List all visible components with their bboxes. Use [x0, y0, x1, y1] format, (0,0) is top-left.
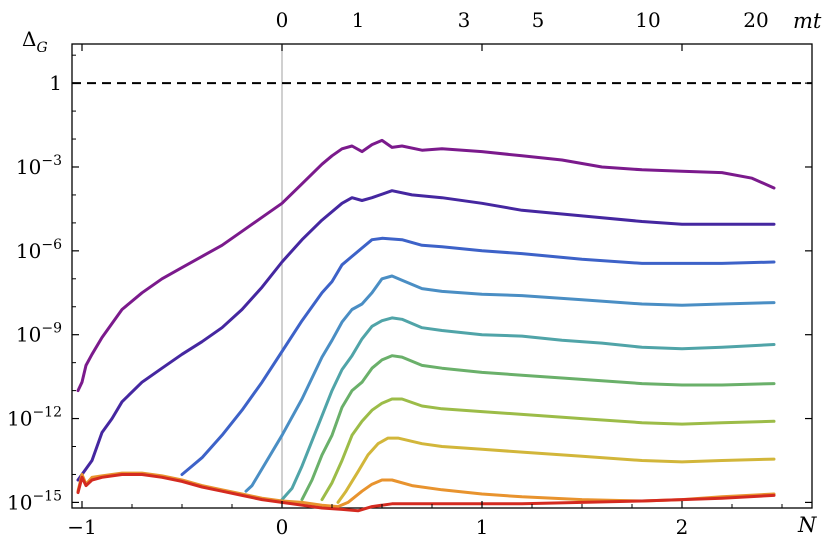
x-tick-label: 1	[476, 515, 489, 539]
series-line-6	[302, 356, 774, 500]
plot-frame	[72, 44, 812, 508]
top-axis-label: mt	[793, 9, 822, 33]
series-line-5	[282, 318, 774, 500]
top-ticks: 0 1 3 5 10 20	[276, 8, 769, 32]
series-layer	[78, 140, 774, 510]
top-tick-label: 3	[458, 8, 471, 32]
x-ticks: −1 0 1 2	[67, 44, 782, 539]
y-tick-label: 10−9	[16, 321, 62, 347]
y-tick-label: 10−3	[16, 153, 62, 179]
plot-area: −1 0 1 2 10−15 10−12 10−9 10−6 10−3 1 0 1 3 5 10 20	[7, 8, 812, 539]
y-axis-label-sub: G	[36, 40, 47, 56]
top-tick-label: 1	[352, 8, 365, 32]
y-tick-label: 10−15	[7, 488, 62, 514]
y-tick-label: 10−6	[16, 237, 62, 263]
top-tick-label: 0	[276, 8, 289, 32]
y-tick-label: 10−12	[7, 405, 62, 431]
top-tick-label: 20	[743, 8, 768, 32]
series-line-7	[322, 399, 774, 500]
y-axis-label: ΔG	[22, 27, 48, 56]
x-tick-label: 0	[276, 515, 289, 539]
x-axis-label: N	[797, 513, 817, 537]
series-line-2	[78, 191, 774, 480]
series-line-9	[78, 473, 774, 507]
series-line-8	[338, 438, 774, 502]
x-tick-label: 2	[676, 515, 689, 539]
top-tick-label: 10	[635, 8, 660, 32]
top-tick-label: 5	[532, 8, 545, 32]
y-tick-label: 1	[49, 71, 62, 95]
x-tick-label: −1	[67, 515, 96, 539]
